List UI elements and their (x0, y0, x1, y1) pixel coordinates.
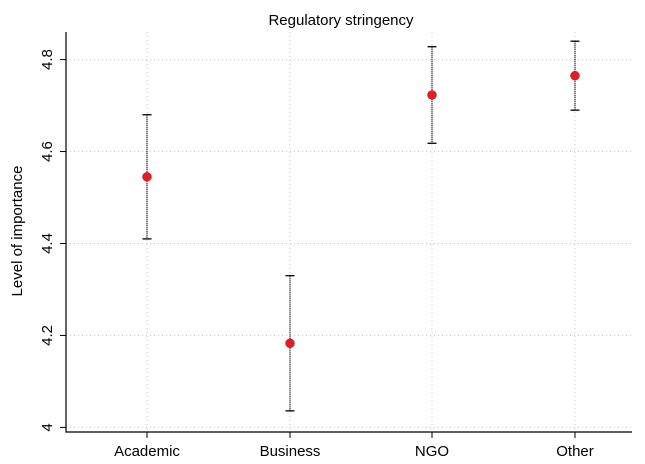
y-tick-label: 4.4 (39, 233, 56, 254)
axis-lines (65, 32, 632, 433)
data-point (427, 90, 437, 100)
chart-title: Regulatory stringency (268, 12, 414, 29)
x-tick-label: NGO (415, 443, 449, 460)
error-bars (142, 40, 580, 412)
ticks: 4 4.2 4.4 4.6 4.8 Academic Business NGO Other (39, 49, 594, 460)
data-point (142, 172, 152, 182)
axes (65, 32, 632, 433)
y-tick-label: 4.8 (39, 49, 56, 70)
x-tick-label: Business (260, 443, 321, 460)
data-point (570, 70, 580, 81)
y-tick-label: 4 (39, 423, 56, 431)
data-point (285, 338, 295, 349)
y-tick-label: 4.2 (39, 325, 56, 346)
data-points (142, 70, 580, 349)
y-tick-label: 4.6 (39, 141, 56, 162)
x-tick-label: Academic (114, 443, 180, 460)
y-axis-label: Level of importance (9, 166, 26, 297)
x-tick-label: Other (556, 443, 594, 460)
grid-lines (66, 32, 632, 432)
